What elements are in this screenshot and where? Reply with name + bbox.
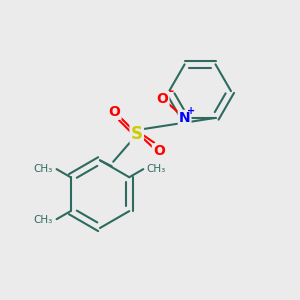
Text: CH₃: CH₃ bbox=[34, 164, 53, 173]
Text: S: S bbox=[131, 125, 143, 143]
Text: O: O bbox=[109, 105, 121, 119]
Text: -: - bbox=[168, 85, 173, 98]
Text: O: O bbox=[153, 145, 165, 158]
Text: CH₃: CH₃ bbox=[147, 164, 166, 173]
Text: O: O bbox=[157, 92, 169, 106]
Text: +: + bbox=[187, 106, 195, 116]
Text: N: N bbox=[179, 111, 190, 125]
Text: CH₃: CH₃ bbox=[34, 215, 53, 225]
